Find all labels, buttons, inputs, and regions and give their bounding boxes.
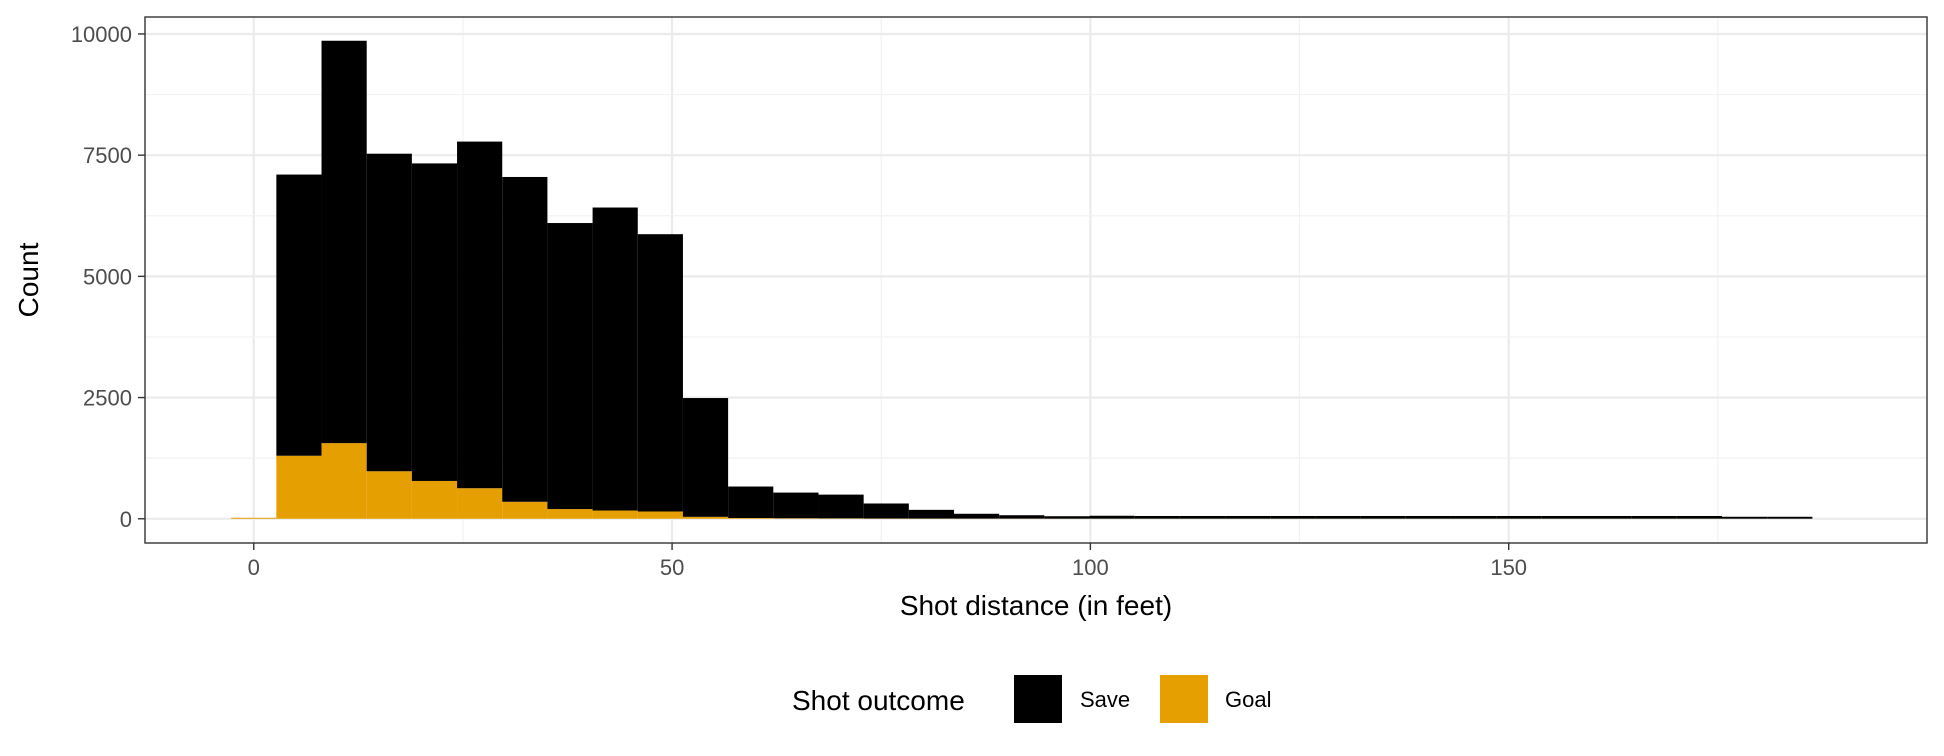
- y-tick-label: 2500: [83, 386, 132, 411]
- legend-title: Shot outcome: [792, 685, 965, 716]
- legend: Shot outcome Save Goal: [792, 675, 1271, 723]
- y-axis-title: Count: [13, 242, 44, 317]
- bar-save: [954, 513, 1000, 519]
- bar-goal: [637, 511, 683, 519]
- bar-save: [366, 153, 412, 472]
- bar-goal: [366, 471, 412, 519]
- bar-save: [1225, 515, 1271, 519]
- bar-save: [908, 509, 955, 519]
- bar-goal: [321, 443, 367, 519]
- x-tick-label: 0: [248, 555, 260, 580]
- bar-goal: [411, 480, 458, 519]
- x-tick-label: 50: [660, 555, 684, 580]
- y-tick-label: 0: [120, 507, 132, 532]
- bar-save: [1089, 515, 1135, 519]
- legend-label-save: Save: [1080, 687, 1130, 712]
- y-tick-label: 7500: [83, 143, 132, 168]
- bar-save: [1134, 515, 1180, 519]
- panel-border: [144, 16, 1928, 544]
- bar-goal: [502, 501, 548, 519]
- bar-goal: [457, 488, 503, 519]
- bar-save: [818, 494, 864, 519]
- bar-save: [457, 141, 503, 489]
- bar-goal: [592, 510, 638, 519]
- y-tick-label: 10000: [71, 22, 132, 47]
- bar-save: [1586, 515, 1632, 519]
- legend-key-goal: [1160, 675, 1208, 723]
- bar-save: [637, 234, 683, 512]
- bar-save: [1767, 516, 1813, 519]
- bar-goal: [276, 455, 322, 519]
- bar-save: [502, 176, 548, 502]
- bar-save: [276, 174, 322, 456]
- bar-save: [592, 207, 638, 511]
- x-tick-label: 100: [1072, 555, 1109, 580]
- bar-save: [1405, 515, 1451, 519]
- bar-goal: [682, 516, 729, 519]
- bar-goal: [547, 509, 593, 519]
- bar-save: [999, 515, 1045, 519]
- x-tick-label: 150: [1490, 555, 1527, 580]
- bar-save: [1676, 515, 1723, 519]
- bar-save: [1722, 516, 1768, 519]
- bar-save: [321, 40, 367, 444]
- bar-save: [1496, 515, 1542, 519]
- bar-save: [1315, 515, 1361, 519]
- legend-label-goal: Goal: [1225, 687, 1271, 712]
- bar-save: [1044, 516, 1090, 519]
- histogram-bars: [231, 40, 1813, 519]
- bar-save: [1360, 515, 1406, 519]
- legend-key-save: [1014, 675, 1062, 723]
- bar-goal: [231, 517, 277, 519]
- bar-save: [1270, 515, 1316, 519]
- bar-save: [863, 503, 909, 519]
- bar-save: [728, 486, 774, 519]
- axis-ticks: 0 50 100 150 0 2500 5000 7500 10000: [71, 22, 1527, 580]
- bar-goal: [728, 518, 774, 519]
- y-tick-label: 5000: [83, 264, 132, 289]
- bar-save: [1179, 515, 1226, 519]
- bar-save: [1450, 515, 1497, 519]
- bar-save: [1631, 515, 1677, 519]
- bar-save: [682, 398, 729, 517]
- bar-save: [547, 223, 593, 510]
- x-axis-title: Shot distance (in feet): [900, 590, 1172, 621]
- bar-save: [1541, 515, 1587, 519]
- bar-save: [773, 492, 819, 519]
- bar-save: [411, 163, 458, 481]
